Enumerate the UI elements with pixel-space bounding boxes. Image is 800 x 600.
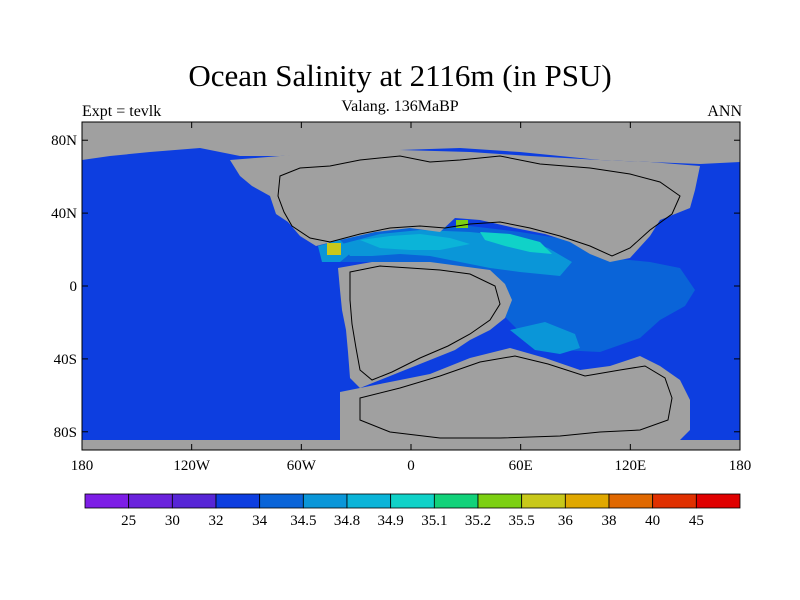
x-axis: 180 120W 60W 0 60E 120E 180 [71,122,752,474]
colorbar-swatch [390,493,435,509]
colorbar: 25 30 32 34 34.5 34.8 34.9 35.1 35.2 35.5 36 38 40 45 [84,493,741,529]
colorbar-label: 30 [165,513,180,529]
tethys-upper-salinity [360,234,470,250]
colorbar-swatch [521,493,566,509]
colorbar-label: 36 [558,513,574,529]
map-field [82,122,740,450]
colorbar-label: 35.2 [465,513,491,529]
x-tick-label: 120W [173,458,211,474]
x-tick-label: 180 [729,458,752,474]
colorbar-swatch [433,493,479,509]
y-tick-label: 80S [54,425,77,441]
colorbar-swatch [128,493,173,509]
colorbar-swatch [346,493,392,509]
land-east-gondwana [340,348,740,450]
colorbar-swatch [171,493,217,509]
x-tick-label: 120E [614,458,646,474]
land-west-gondwana [338,262,512,388]
colorbar-swatch [302,493,348,509]
land-laurasia [230,150,700,262]
x-tick-label: 60W [287,458,317,474]
colorbar-swatch [695,493,741,509]
experiment-label: Expt = tevlk [82,103,162,120]
coastline-laurasia [277,155,681,257]
colorbar-label: 35.1 [421,513,447,529]
high-salinity-spot-1 [327,243,341,255]
colorbar-label: 40 [645,513,660,529]
y-tick-label: 80N [51,133,77,149]
colorbar-label: 25 [121,513,136,529]
x-tick-label: 0 [407,458,415,474]
colorbar-label: 34 [252,513,268,529]
colorbar-label: 34.5 [290,513,316,529]
colorbar-swatch [84,493,130,509]
x-tick-label: 180 [71,458,94,474]
tethys-high-salinity [480,232,552,254]
colorbar-label: 38 [602,513,617,529]
colorbar-swatch [564,493,610,509]
y-tick-label: 0 [70,279,78,295]
high-salinity-spot-2 [456,220,468,228]
y-tick-label: 40N [51,206,77,222]
colorbar-swatch [259,493,304,509]
southern-lighter-patch [510,322,580,354]
colorbar-swatch [477,493,523,509]
colorbar-label: 32 [209,513,224,529]
colorbar-label: 45 [689,513,704,529]
y-tick-label: 40S [54,352,77,368]
colorbar-label: 34.9 [378,513,404,529]
colorbar-swatch [608,493,654,509]
period-label: ANN [707,103,742,120]
land-arctic [82,122,740,164]
colorbar-swatch [652,493,697,509]
map-title: Ocean Salinity at 2116m (in PSU) [188,58,612,93]
coastline-east-gondwana [359,355,673,439]
colorbar-label: 34.8 [334,513,360,529]
y-axis: 80N 40N 0 40S 80S [51,133,740,441]
map-subtitle: Valang. 136MaBP [341,98,459,115]
x-tick-label: 60E [509,458,533,474]
colorbar-swatch [215,493,261,509]
coastline-west-gondwana [349,265,501,381]
colorbar-label: 35.5 [509,513,535,529]
